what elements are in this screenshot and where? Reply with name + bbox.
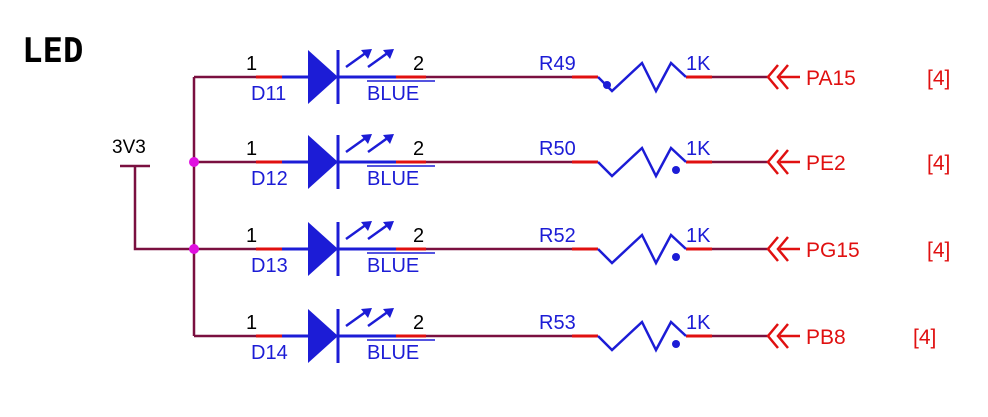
led-row: 1 2 D12 BLUE R50 1K PE2 [4] <box>189 134 950 190</box>
led-pin-1-label: 1 <box>246 138 257 160</box>
led-reference: D11 <box>251 83 286 105</box>
led-reference: D13 <box>251 255 288 277</box>
led-reference: D12 <box>251 168 288 190</box>
light-arrowhead-icon <box>361 308 372 318</box>
net-label: PB8 <box>806 326 846 349</box>
led-value: BLUE <box>367 83 419 105</box>
sheet-reference: [4] <box>913 326 936 349</box>
resistor-value: 1K <box>686 225 711 247</box>
junction-dot <box>189 244 199 254</box>
resistor-reference: R52 <box>539 225 576 247</box>
led-row: 1 2 D13 BLUE R52 1K PG15 [4] <box>189 221 950 277</box>
resistor-pin1-dot <box>672 166 680 174</box>
sheet-reference: [4] <box>927 152 950 175</box>
net-label: PE2 <box>806 152 846 175</box>
offpage-connector-icon <box>776 149 789 175</box>
resistor-value: 1K <box>686 53 711 75</box>
light-arrow-icon <box>345 309 368 328</box>
offpage-connector-icon <box>776 64 789 90</box>
resistor-icon <box>597 319 687 353</box>
offpage-connector-icon <box>766 64 779 90</box>
resistor-pin1-dot <box>672 340 680 348</box>
resistor-value: 1K <box>686 138 711 160</box>
led-value: BLUE <box>367 168 419 190</box>
light-arrowhead-icon <box>383 134 394 144</box>
offpage-connector-icon <box>766 149 779 175</box>
resistor-pin1-dot <box>672 253 680 261</box>
sheet-reference: [4] <box>927 67 950 90</box>
led-row: 1 2 D14 BLUE R53 1K PB8 [4] <box>194 308 936 364</box>
light-arrowhead-icon <box>383 49 394 59</box>
resistor-reference: R49 <box>539 53 576 75</box>
light-arrow-icon <box>345 135 368 154</box>
light-arrowhead-icon <box>361 49 372 59</box>
led-reference: D14 <box>251 342 288 364</box>
resistor-reference: R53 <box>539 312 576 334</box>
led-diode-icon <box>308 135 338 189</box>
led-pin-2-label: 2 <box>413 312 424 334</box>
power-wire <box>133 166 194 251</box>
led-pin-2-label: 2 <box>413 53 424 75</box>
led-pin-2-label: 2 <box>413 225 424 247</box>
led-diode-icon <box>308 222 338 276</box>
resistor-icon <box>597 232 687 266</box>
led-value: BLUE <box>367 255 419 277</box>
sheet-reference: [4] <box>927 239 950 262</box>
power-net: 3V3 <box>112 77 196 336</box>
junction-dot <box>189 157 199 167</box>
light-arrowhead-icon <box>361 134 372 144</box>
schematic-title: LED <box>22 31 83 71</box>
light-arrow-icon <box>345 50 368 69</box>
led-pin-2-label: 2 <box>413 138 424 160</box>
net-label: PA15 <box>806 67 856 90</box>
offpage-connector-icon <box>766 323 779 349</box>
led-diode-icon <box>308 50 338 104</box>
light-arrowhead-icon <box>383 221 394 231</box>
offpage-connector-icon <box>776 323 789 349</box>
light-arrowhead-icon <box>361 221 372 231</box>
led-pin-1-label: 1 <box>246 312 257 334</box>
led-row: 1 2 D11 BLUE R49 1K PA15 [4] <box>194 49 950 105</box>
net-label: PG15 <box>806 239 860 262</box>
led-diode-icon <box>308 309 338 363</box>
resistor-reference: R50 <box>539 138 576 160</box>
offpage-connector-icon <box>766 236 779 262</box>
light-arrow-icon <box>367 309 390 328</box>
led-pin-1-label: 1 <box>246 53 257 75</box>
resistor-icon <box>597 145 687 179</box>
light-arrow-icon <box>367 222 390 241</box>
light-arrow-icon <box>367 50 390 69</box>
offpage-connector-icon <box>776 236 789 262</box>
power-label: 3V3 <box>112 137 146 158</box>
led-rows: 1 2 D11 BLUE R49 1K PA15 [4] 1 2 D12 BLUE R50 1K PE2 [4… <box>189 49 950 364</box>
light-arrowhead-icon <box>383 308 394 318</box>
led-value: BLUE <box>367 342 419 364</box>
resistor-icon <box>597 60 687 94</box>
light-arrow-icon <box>367 135 390 154</box>
resistor-pin1-dot <box>603 81 611 89</box>
resistor-value: 1K <box>686 312 711 334</box>
light-arrow-icon <box>345 222 368 241</box>
led-pin-1-label: 1 <box>246 225 257 247</box>
